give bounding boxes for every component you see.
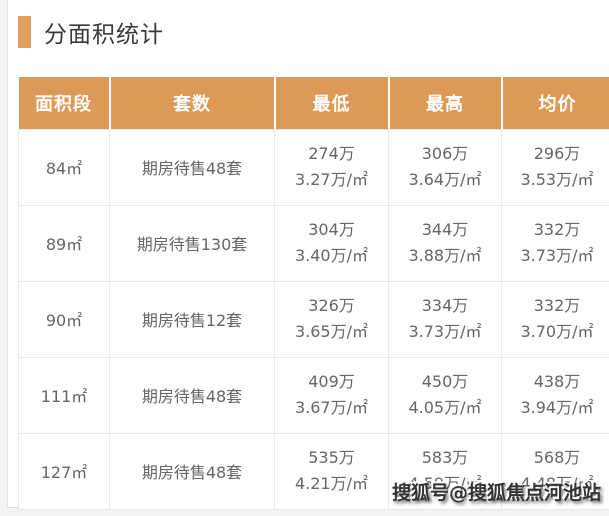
- table-row: 127㎡ 期房待售48套 535万 4.21万/㎡ 583万 4.59万/㎡ 5…: [18, 432, 609, 510]
- watermark: 搜狐号@搜狐焦点河池站: [391, 482, 601, 504]
- max-cell: 344万 3.88万/㎡: [388, 204, 502, 282]
- price-total: 450万: [421, 372, 469, 391]
- table-row: 89㎡ 期房待售130套 304万 3.40万/㎡ 344万 3.88万/㎡ 3…: [18, 204, 609, 282]
- price-total: 334万: [421, 296, 469, 315]
- price-total: 535万: [308, 448, 355, 467]
- units-cell: 期房待售48套: [109, 432, 275, 510]
- header-area: 面积段: [18, 77, 111, 129]
- max-cell: 450万 4.05万/㎡: [388, 356, 502, 434]
- header-avg: 均价: [501, 77, 609, 129]
- avg-cell: 332万 3.70万/㎡: [501, 280, 609, 358]
- avg-cell: 296万 3.53万/㎡: [501, 128, 609, 206]
- section-title-row: 分面积统计: [18, 15, 164, 49]
- price-total: 568万: [533, 448, 581, 467]
- area-cell: 111㎡: [18, 356, 110, 434]
- page-title: 分面积统计: [44, 22, 164, 48]
- price-total: 438万: [533, 372, 581, 391]
- price-total: 332万: [533, 296, 581, 315]
- price-per-sqm: 4.59万/㎡: [408, 474, 482, 493]
- price-total: 296万: [533, 144, 581, 163]
- price-per-sqm: 3.73万/㎡: [408, 322, 482, 341]
- area-cell: 127㎡: [18, 432, 110, 510]
- header-max: 最高: [388, 77, 503, 129]
- max-cell: 334万 3.73万/㎡: [388, 280, 502, 358]
- avg-cell: 568万 4.48万/㎡: [501, 432, 609, 510]
- area-stats-table: 面积段 套数 最低 最高 均价 84㎡ 期房待售48套 274万 3.27万/㎡…: [18, 77, 609, 510]
- price-per-sqm: 4.05万/㎡: [408, 398, 482, 417]
- price-per-sqm: 4.48万/㎡: [520, 474, 594, 493]
- min-cell: 304万 3.40万/㎡: [274, 204, 389, 282]
- price-total: 409万: [308, 372, 355, 391]
- price-total: 332万: [533, 220, 581, 239]
- price-total: 326万: [308, 296, 355, 315]
- page-content: 分面积统计 面积段 套数 最低 最高 均价 84㎡ 期房待售48套 274: [7, 0, 609, 510]
- units-cell: 期房待售130套: [109, 204, 275, 282]
- min-cell: 326万 3.65万/㎡: [274, 280, 389, 358]
- price-per-sqm: 3.40万/㎡: [294, 246, 369, 265]
- price-per-sqm: 3.88万/㎡: [408, 246, 482, 265]
- price-per-sqm: 3.53万/㎡: [520, 170, 594, 189]
- price-total: 344万: [421, 220, 469, 239]
- price-total: 304万: [308, 220, 355, 239]
- price-per-sqm: 3.64万/㎡: [408, 170, 482, 189]
- price-per-sqm: 3.65万/㎡: [294, 322, 369, 341]
- avg-cell: 332万 3.73万/㎡: [501, 204, 609, 282]
- header-units: 套数: [109, 77, 276, 129]
- min-cell: 409万 3.67万/㎡: [274, 356, 389, 434]
- header-min: 最低: [274, 77, 390, 129]
- max-cell: 306万 3.64万/㎡: [388, 128, 502, 206]
- units-cell: 期房待售48套: [109, 128, 275, 206]
- price-per-sqm: 3.70万/㎡: [520, 322, 594, 341]
- price-total: 583万: [421, 448, 469, 467]
- price-total: 306万: [421, 144, 469, 163]
- area-cell: 89㎡: [18, 204, 110, 282]
- table-row: 84㎡ 期房待售48套 274万 3.27万/㎡ 306万 3.64万/㎡ 29…: [18, 128, 609, 206]
- min-cell: 535万 4.21万/㎡: [274, 432, 389, 510]
- price-per-sqm: 3.94万/㎡: [520, 398, 594, 417]
- price-per-sqm: 4.21万/㎡: [294, 474, 369, 493]
- units-cell: 期房待售48套: [109, 356, 275, 434]
- min-cell: 274万 3.27万/㎡: [274, 128, 389, 206]
- table-row: 111㎡ 期房待售48套 409万 3.67万/㎡ 450万 4.05万/㎡ 4…: [18, 356, 609, 434]
- price-total: 274万: [308, 144, 355, 163]
- avg-cell: 438万 3.94万/㎡: [501, 356, 609, 434]
- max-cell: 583万 4.59万/㎡: [388, 432, 502, 510]
- units-cell: 期房待售12套: [109, 280, 275, 358]
- price-per-sqm: 3.73万/㎡: [520, 246, 594, 265]
- area-cell: 84㎡: [18, 128, 110, 206]
- price-per-sqm: 3.67万/㎡: [294, 398, 369, 417]
- table-header-row: 面积段 套数 最低 最高 均价: [18, 77, 609, 129]
- title-accent-bar: [18, 16, 31, 48]
- area-cell: 90㎡: [18, 280, 110, 358]
- table-row: 90㎡ 期房待售12套 326万 3.65万/㎡ 334万 3.73万/㎡ 33…: [18, 280, 609, 358]
- price-per-sqm: 3.27万/㎡: [294, 170, 369, 189]
